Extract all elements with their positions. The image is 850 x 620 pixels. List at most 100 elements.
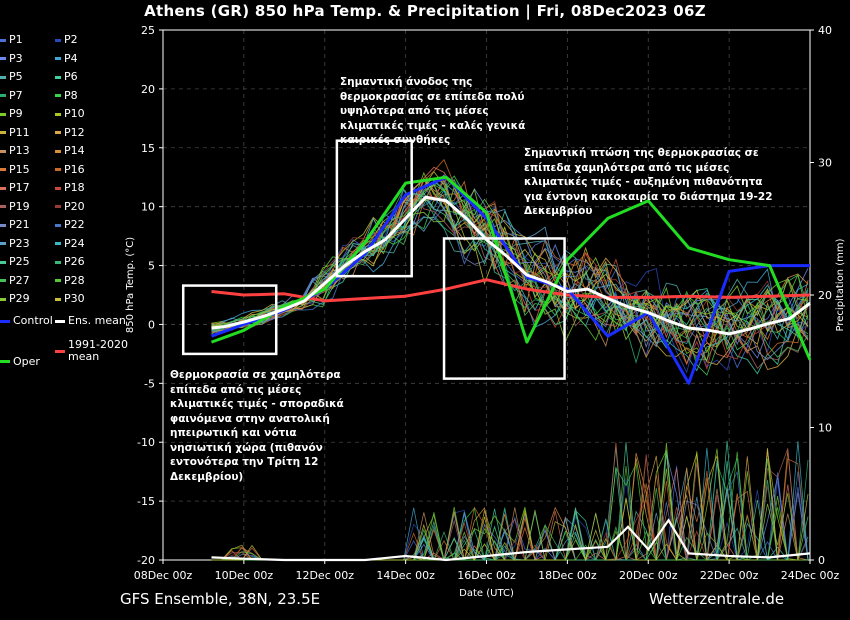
legend-swatch [0, 112, 6, 116]
legend-swatch [55, 297, 61, 301]
legend-swatch [0, 260, 6, 264]
y-axis-label: 850 hPa Temp. (°C) [125, 237, 136, 333]
legend-swatch [0, 242, 6, 245]
legend-item: Control [0, 315, 53, 327]
annotation-cold: Σημαντική πτώση της θερμοκρασίας σε επίπ… [524, 147, 773, 217]
legend-swatch [55, 94, 61, 97]
legend-label: P25 [9, 255, 30, 268]
y-tick-label: -10 [137, 436, 155, 449]
legend-swatch [55, 131, 61, 134]
legend-label: P17 [9, 181, 30, 194]
legend-label: P22 [64, 218, 85, 231]
legend-swatch [55, 349, 65, 353]
legend-label: P19 [9, 199, 30, 213]
legend-label: P13 [9, 144, 30, 157]
legend-item: P20 [55, 199, 85, 213]
legend-item: P9 [0, 108, 23, 120]
legend-item: P13 [0, 145, 30, 157]
legend-swatch [55, 260, 61, 264]
y-tick-label: 5 [148, 260, 155, 273]
x-tick-label: 22Dec 00z [700, 569, 759, 582]
series-line-oper [210, 175, 812, 361]
ensemble-member-line [211, 192, 809, 370]
legend-label: P27 [9, 273, 30, 287]
legend-swatch [55, 168, 61, 171]
legend-swatch [55, 75, 61, 79]
annotation-start: Θερμοκρασία σε χαμηλότερα επίπεδα από τι… [170, 369, 344, 483]
legend-item: P24 [55, 237, 85, 250]
legend-swatch [0, 223, 6, 227]
legend-label: P9 [9, 107, 23, 120]
legend-item: P11 [0, 126, 30, 139]
legend-item: P27 [0, 273, 30, 287]
legend-item: P22 [55, 219, 85, 231]
legend-item: P29 [0, 293, 30, 305]
chart-title: Athens (GR) 850 hPa Temp. & Precipitatio… [144, 2, 706, 20]
legend-swatch [0, 57, 6, 60]
y-tick-label: -20 [137, 554, 155, 567]
footer-right: Wetterzentrale.de [649, 590, 785, 608]
legend-swatch [55, 279, 61, 282]
legend-item: P18 [55, 182, 85, 194]
x-tick-label: 24Dec 00z [781, 569, 840, 582]
ensemble-member-line [211, 184, 809, 376]
ensemble-member-line [211, 188, 809, 372]
legend-label: P23 [9, 236, 30, 250]
legend-item: P4 [55, 51, 78, 65]
legend-item: P10 [55, 108, 85, 120]
legend-swatch [0, 297, 6, 301]
legend-item: P23 [0, 236, 30, 250]
y2-tick-label: 40 [818, 24, 832, 37]
legend-item: P3 [0, 51, 23, 65]
legend-label: Oper [13, 354, 40, 368]
legend-item: P1 [0, 34, 23, 46]
x-tick-label: 16Dec 00z [457, 569, 516, 582]
y-tick-label: -5 [144, 377, 155, 390]
legend-swatch [0, 319, 10, 323]
legend-item: P19 [0, 199, 30, 213]
legend-label: P14 [64, 144, 85, 157]
y-tick-label: 20 [141, 83, 155, 96]
legend-swatch [55, 205, 61, 208]
x-axis-label: Date (UTC) [459, 588, 514, 599]
legend-item: P16 [55, 163, 85, 176]
legend-item: P15 [0, 163, 30, 176]
x-tick-label: 08Dec 00z [134, 569, 193, 582]
legend-item: P12 [55, 126, 85, 139]
series-line-ens-mean [211, 195, 811, 336]
x-tick-label: 10Dec 00z [215, 569, 274, 582]
y2-axis-label: Precipitation (mm) [835, 238, 846, 331]
legend-label: P2 [64, 33, 78, 46]
x-tick-label: 14Dec 00z [376, 569, 435, 582]
legend-label: P5 [9, 70, 23, 83]
legend-swatch [55, 186, 61, 190]
legend-swatch [55, 38, 61, 42]
legend-swatch [55, 242, 61, 245]
legend-swatch [55, 319, 65, 323]
legend-label: P26 [64, 255, 85, 268]
legend-item: P6 [55, 71, 78, 83]
legend-swatch [0, 360, 10, 364]
x-tick-label: 20Dec 00z [619, 569, 678, 582]
legend-item: Oper [0, 354, 40, 368]
legend-swatch [0, 149, 6, 153]
legend-label: P3 [9, 51, 23, 65]
y2-tick-label: 20 [818, 289, 832, 302]
legend: P1 P2 P3 P4 P5 P6 P7 P8 P9 P10 P11 P12 P13 P14 P15 P16 P… [0, 34, 135, 367]
legend-item: P2 [55, 34, 78, 46]
ensemble-member-line [211, 193, 809, 348]
legend-label: P20 [64, 199, 85, 213]
legend-label: P4 [64, 51, 78, 65]
legend-item: P25 [0, 256, 30, 268]
legend-label: P10 [64, 107, 85, 120]
legend-swatch [55, 223, 61, 227]
legend-item: P17 [0, 182, 30, 194]
legend-swatch [0, 168, 6, 171]
highlight-box-warm-peak [335, 139, 413, 278]
y2-tick-label: 0 [818, 554, 825, 567]
legend-label: P1 [9, 33, 23, 46]
legend-item: P7 [0, 89, 23, 102]
legend-swatch [55, 149, 61, 153]
